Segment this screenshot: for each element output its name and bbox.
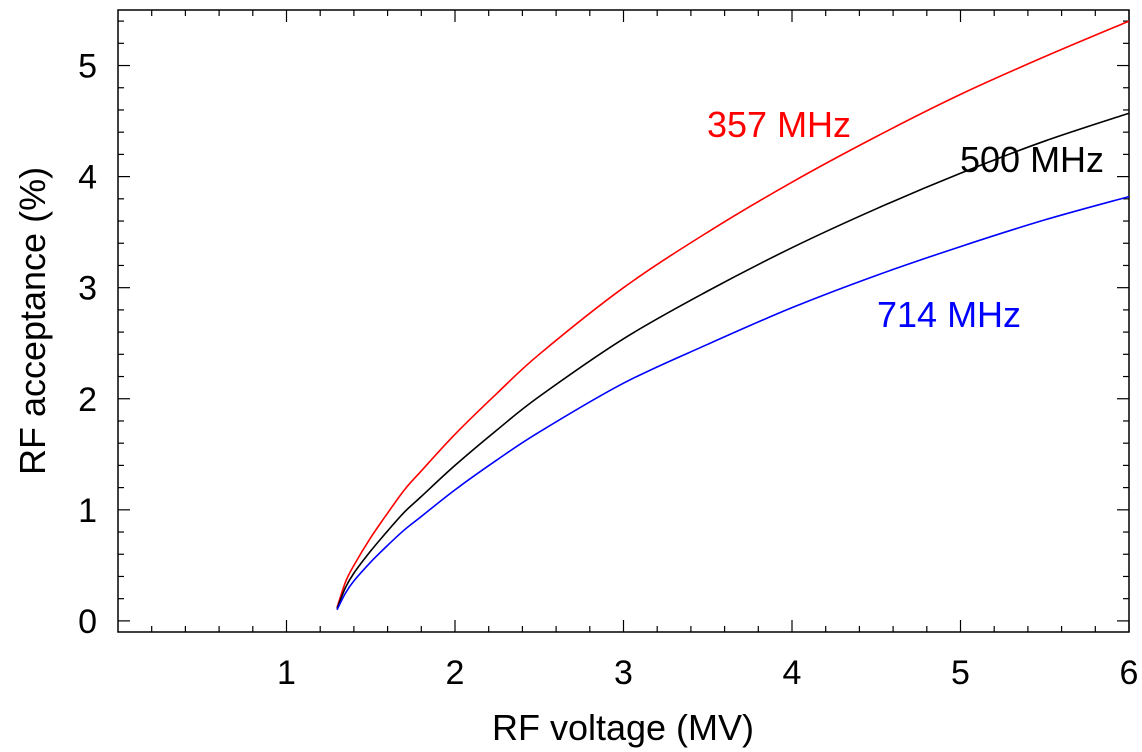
- x-tick-label: 5: [951, 654, 970, 692]
- y-tick-label: 5: [78, 48, 97, 86]
- y-tick-label: 4: [78, 159, 97, 197]
- tick-labels: 1 2 3 4 5 6 0 1 2 3 4 5: [78, 48, 1138, 692]
- y-axis-label: RF acceptance (%): [12, 167, 53, 475]
- y-tick-label: 2: [78, 381, 97, 419]
- series-label-500mhz: 500 MHz: [960, 139, 1104, 180]
- series-line-357mhz: [336, 20, 1130, 608]
- x-tick-label: 4: [783, 654, 802, 692]
- y-tick-label: 3: [78, 270, 97, 308]
- series-label-714mhz: 714 MHz: [877, 294, 1021, 335]
- series-label-357mhz: 357 MHz: [707, 104, 851, 145]
- series-line-714mhz: [336, 195, 1130, 611]
- y-tick-label: 0: [78, 603, 97, 641]
- x-tick-label: 3: [614, 654, 633, 692]
- y-tick-label: 1: [78, 492, 97, 530]
- x-tick-label: 1: [277, 654, 296, 692]
- axis-ticks: [118, 10, 1130, 632]
- series-line-500mhz: [336, 112, 1130, 609]
- x-axis-label: RF voltage (MV): [492, 707, 754, 748]
- x-tick-label: 6: [1120, 654, 1139, 692]
- series-lines: [336, 20, 1130, 611]
- x-tick-label: 2: [446, 654, 465, 692]
